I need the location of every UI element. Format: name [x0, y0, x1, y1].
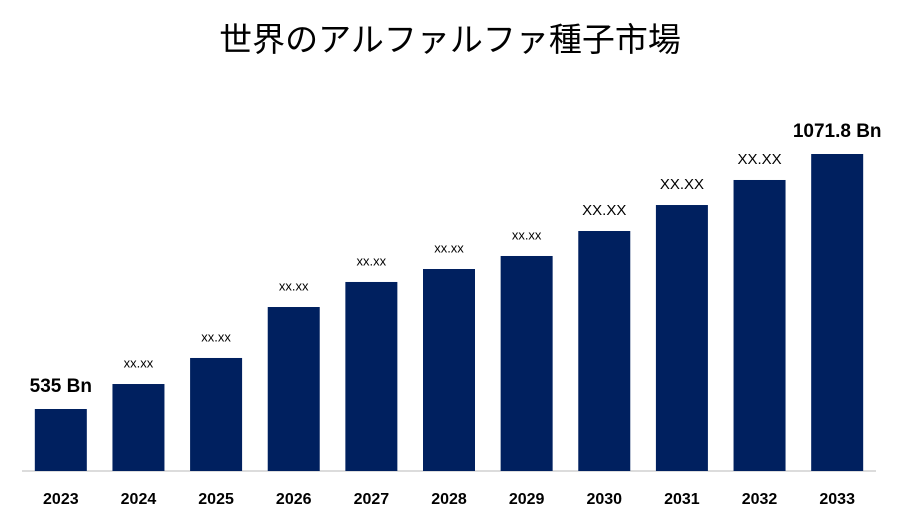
bar: [423, 269, 475, 471]
x-tick-label: 2028: [431, 491, 467, 508]
value-label: 1071.8 Bn: [793, 121, 882, 142]
x-tick-label: 2027: [354, 491, 390, 508]
bar: [34, 409, 87, 471]
value-label: xx.xx: [279, 278, 309, 293]
bar: [500, 255, 553, 471]
value-label: XX.XX: [660, 176, 704, 193]
bar: [112, 384, 165, 471]
value-label: XX.XX: [582, 202, 626, 219]
x-tick-label: 2032: [742, 491, 778, 508]
value-label: 535 Bn: [30, 376, 92, 397]
value-label: xx.xx: [357, 253, 387, 268]
value-label: xx.xx: [434, 240, 464, 255]
bar: [190, 357, 243, 471]
x-tick-label: 2033: [819, 491, 855, 508]
bar: [733, 179, 786, 471]
x-tick-label: 2026: [276, 491, 312, 508]
value-label: xx.xx: [512, 227, 542, 242]
bar: [267, 307, 320, 471]
bar: [345, 281, 398, 471]
value-label: xx.xx: [201, 329, 231, 344]
value-label: xx.xx: [124, 355, 154, 370]
x-tick-label: 2029: [509, 491, 545, 508]
chart-title: 世界のアルファルファ種子市場: [219, 20, 681, 59]
bar: [655, 205, 708, 472]
value-label: XX.XX: [737, 151, 781, 168]
x-tick-label: 2030: [586, 491, 622, 508]
bar: [811, 154, 864, 471]
x-tick-label: 2023: [43, 491, 79, 508]
bar: [578, 231, 631, 471]
x-tick-label: 2031: [664, 491, 700, 508]
x-tick-label: 2025: [198, 491, 234, 508]
x-tick-label: 2024: [121, 491, 157, 508]
